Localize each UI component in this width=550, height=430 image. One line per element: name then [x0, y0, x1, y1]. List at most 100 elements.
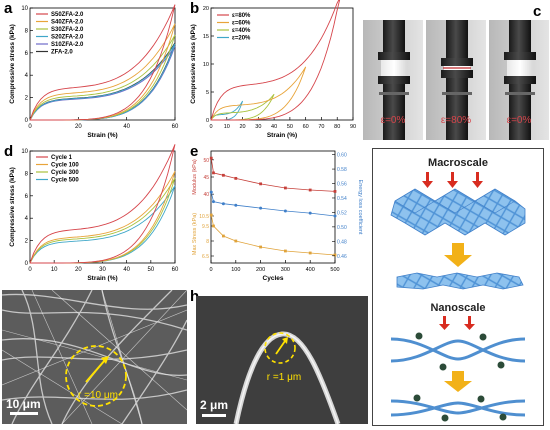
chart-d-series-c300: [29, 177, 176, 264]
chart-e-modulus-point-7: [333, 190, 337, 193]
chart-d-ytick-label-4: 8: [25, 171, 29, 177]
chart-b-ytick-label-0: 0: [206, 118, 209, 124]
chart-d-xtick-label-6: 60: [172, 267, 179, 273]
chart-e-right-ytick-label-2: 0.50: [337, 225, 347, 231]
panel-label-e: e: [190, 143, 199, 160]
chart-e-right-ytick-label-7: 0.60: [337, 153, 347, 159]
chart-e-modulus-point-0: [209, 156, 213, 160]
chart-d-series-c500: [29, 185, 176, 264]
chart-e-maxstress-point-5: [284, 249, 287, 253]
chart-b-xtick-label-9: 90: [350, 124, 356, 130]
chart-e-maxstress-ytick-label-1: 8: [206, 239, 209, 245]
chart-e-modulus-point-2: [222, 173, 225, 177]
chart-d-ytick-label-2: 4: [25, 216, 29, 222]
chart-e-eloss-point-6: [308, 211, 312, 215]
chart-e-xtick-label-4: 400: [306, 267, 315, 273]
chart-a-ytick-label-5: 10: [21, 6, 28, 12]
chart-b-legend-label-0: ε=80%: [232, 13, 251, 19]
chart-b-ylabel: Compressive stress (kPa): [190, 24, 197, 104]
chart-e-eloss-point-4: [259, 206, 263, 210]
chart-b: 0 10 20 30 40 50 60 70 80 90 0 5 10 15 20 Strain (%) Com…: [190, 0, 356, 139]
chart-d-ytick-label-0: 0: [25, 261, 29, 267]
chart-b-xtick-label-7: 70: [318, 124, 324, 130]
chart-e-right-ytick-label-6: 0.58: [337, 167, 347, 173]
chart-a-xtick-label-2: 40: [123, 124, 130, 130]
chart-a-frame: [29, 7, 176, 121]
schematic-svg: Macroscale Nanoscale: [390, 157, 526, 422]
chart-e-eloss-point-7: [333, 214, 337, 218]
panel-label-a: a: [4, 0, 13, 17]
sem-g-scalebar: 10 μm: [6, 397, 41, 411]
chart-e-modulus-point-5: [284, 186, 287, 190]
chart-b-series-e80: [210, 0, 341, 121]
chart-e-modulus-ylabel: Modulus (kPa): [192, 159, 198, 195]
sem-g: r =10 μm 10 μm: [2, 290, 187, 424]
panel-label-c: c: [533, 3, 542, 20]
macroscale-label: Macroscale: [428, 157, 488, 169]
chart-b-series-e60: [210, 66, 307, 121]
chart-e-eloss-point-1: [211, 200, 215, 204]
chart-e-xtick-label-5: 500: [330, 267, 339, 273]
chart-e-maxstress-point-0: [209, 213, 213, 217]
chart-b-xtick-label-3: 30: [255, 124, 261, 130]
mesh-compressed: [396, 272, 524, 290]
chart-e-eloss-line: [210, 192, 336, 217]
mesh-expanded: [390, 188, 526, 236]
chart-e-eloss-point-2: [221, 202, 225, 206]
chart-a-legend-label-5: ZFA-2.0: [51, 50, 73, 56]
compression-arrows-top: [422, 172, 483, 188]
chart-a-ylabel: Compressive stress (kPa): [9, 24, 16, 104]
chart-b-ytick-label-2: 10: [203, 62, 209, 68]
chart-b-legend-label-2: ε=40%: [232, 28, 251, 34]
chart-a-ytick-label-4: 8: [25, 28, 29, 34]
chart-d: 0 10 20 30 40 50 60 0 2 4 6 8 10 Strain (%) Compressiv…: [9, 144, 179, 282]
photo-label-1: ε=80%: [441, 115, 471, 126]
sem-g-radius: r =10 μm: [78, 390, 118, 401]
chart-e-frame: [210, 150, 336, 264]
schematic-f: Macroscale Nanoscale: [372, 148, 544, 426]
chart-e-modulus-point-1: [212, 171, 215, 175]
chart-e-modulus-ytick-label-0: 40: [203, 192, 209, 198]
chart-e-right-ytick-label-3: 0.52: [337, 210, 347, 216]
chart-d-xlabel: Strain (%): [87, 275, 117, 282]
chart-e-maxstress-point-6: [308, 251, 312, 255]
chart-d-legend-label-0: Cycle 1: [51, 155, 73, 161]
sem-h-scalebar: 2 μm: [200, 398, 228, 412]
chart-a-legend-label-0: S50ZFA-2.0: [51, 12, 84, 18]
chart-d-series-c100: [29, 170, 176, 264]
chart-e-maxstress-line: [210, 214, 336, 256]
sem-h-radius: r =1 μm: [267, 372, 301, 383]
chart-e-maxstress-ytick-label-0: 6.5: [202, 254, 209, 260]
chart-e-maxstress-point-7: [333, 253, 337, 257]
chart-b-xtick-label-8: 80: [334, 124, 340, 130]
chart-e-eloss-point-3: [234, 203, 238, 207]
chart-b-ytick-label-3: 15: [203, 34, 209, 40]
chart-e-maxstress-ylabel: Max Stress (kPa): [192, 213, 198, 255]
chart-e-right-ytick-label-5: 0.56: [337, 182, 347, 188]
chart-a-ytick-label-3: 6: [25, 51, 29, 57]
chart-e-maxstress-point-3: [234, 239, 238, 243]
chart-a-xlabel: Strain (%): [87, 132, 117, 139]
chart-b-ytick-label-4: 20: [203, 6, 209, 12]
chart-d-legend-label-2: Cycle 300: [51, 170, 79, 176]
chart-e-maxstress-point-4: [259, 245, 262, 249]
transition-arrow-1: [444, 243, 472, 267]
chart-e-right-ytick-label-4: 0.54: [337, 196, 347, 202]
chart-a-legend-label-1: S40ZFA-2.0: [51, 20, 84, 26]
chart-b-xtick-label-4: 40: [271, 124, 277, 130]
chart-d-ytick-label-3: 6: [25, 194, 29, 200]
chart-a-ytick-label-0: 0: [25, 118, 29, 124]
chart-e-modulus-point-3: [234, 176, 238, 180]
chart-e: 0 100 200 300 400 500 Cycles 40 45 50 Modulus (kPa…: [192, 150, 363, 282]
chart-e-xtick-label-2: 200: [256, 267, 265, 273]
chart-a: 0 20 40 60 0 2 4 6 8 10 Strain (%) Compressive stre…: [9, 4, 179, 139]
sem-h-svg: r =1 μm 2 μm: [196, 296, 368, 424]
chart-b-xtick-label-1: 10: [224, 124, 230, 130]
photo-c: ε=0% ε=80% ε=0%: [363, 20, 549, 140]
chart-e-xtick-label-3: 300: [281, 267, 290, 273]
chart-a-legend-label-4: S10ZFA-2.0: [51, 42, 84, 48]
chart-e-xtick-label-0: 0: [209, 267, 212, 273]
panel-label-h: h: [190, 288, 200, 305]
chart-a-ytick-label-2: 4: [25, 73, 29, 79]
chart-e-maxstress-point-1: [212, 224, 215, 228]
